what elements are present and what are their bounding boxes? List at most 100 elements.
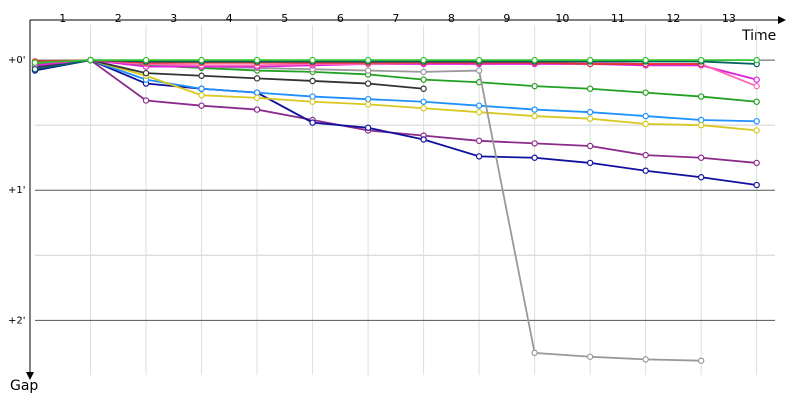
lap-label: 13 <box>722 12 736 25</box>
data-point <box>586 115 594 122</box>
data-point <box>531 154 538 161</box>
data-point <box>697 174 705 181</box>
lap-label: 8 <box>448 12 455 25</box>
data-point <box>198 72 205 79</box>
y-axis-label: Gap <box>10 378 38 394</box>
data-point <box>420 98 427 105</box>
lap-label: 2 <box>115 12 122 25</box>
data-point <box>309 93 316 100</box>
data-point <box>31 59 39 66</box>
data-point <box>531 112 538 120</box>
data-point <box>142 56 150 64</box>
data-point <box>586 353 594 360</box>
data-point <box>642 151 649 159</box>
data-point <box>475 56 483 64</box>
data-point <box>198 85 205 92</box>
data-point <box>586 142 594 150</box>
data-point <box>309 98 316 105</box>
lap-label: 5 <box>281 12 288 25</box>
data-point <box>642 167 649 174</box>
data-point <box>198 102 205 109</box>
data-point <box>420 56 427 64</box>
x-axis-label: Time <box>741 28 776 44</box>
series-line <box>34 59 424 90</box>
data-point <box>753 76 760 83</box>
series-line <box>34 59 757 71</box>
data-point <box>253 106 261 113</box>
data-point <box>531 82 538 90</box>
series-line <box>34 59 757 123</box>
lap-label: 1 <box>59 12 66 25</box>
lap-label: 11 <box>611 12 625 25</box>
data-point <box>198 56 205 64</box>
data-point <box>697 93 705 100</box>
data-point <box>697 56 705 64</box>
series-line <box>34 59 757 64</box>
data-point <box>142 97 150 104</box>
data-point <box>364 95 372 103</box>
data-point <box>142 69 150 77</box>
lap-label: 10 <box>555 12 569 25</box>
x-arrow <box>778 16 786 24</box>
data-point <box>642 56 649 64</box>
data-point <box>253 56 261 64</box>
data-point <box>420 68 427 76</box>
data-point <box>753 181 760 189</box>
y-tick-label: +2' <box>8 315 26 326</box>
data-point <box>309 56 316 64</box>
data-point <box>475 137 483 144</box>
data-point <box>642 112 649 120</box>
data-point <box>753 118 760 125</box>
data-point <box>531 349 538 357</box>
series-line <box>34 59 757 186</box>
data-point <box>364 56 372 64</box>
data-point <box>531 140 538 147</box>
data-point <box>753 127 760 134</box>
data-point <box>753 159 760 167</box>
data-point <box>753 56 760 64</box>
data-point <box>253 75 261 82</box>
lap-label: 3 <box>170 12 177 25</box>
data-point <box>475 108 483 116</box>
data-point <box>364 67 372 74</box>
data-point <box>531 106 538 113</box>
data-point <box>586 56 594 64</box>
data-point <box>642 89 649 96</box>
lap-label: 7 <box>392 12 399 25</box>
data-point <box>364 101 372 108</box>
data-point <box>753 82 760 90</box>
series-line <box>34 59 757 132</box>
data-point <box>642 120 649 128</box>
data-point <box>753 98 760 105</box>
data-point <box>642 356 649 363</box>
data-point <box>309 119 316 126</box>
data-point <box>697 357 705 364</box>
data-point <box>475 153 483 160</box>
data-point <box>420 85 427 92</box>
data-point <box>420 76 427 83</box>
data-point <box>420 105 427 112</box>
data-point <box>309 77 316 85</box>
lap-label: 6 <box>337 12 344 25</box>
data-point <box>31 66 39 73</box>
data-point <box>420 136 427 143</box>
lap-label: 12 <box>666 12 680 25</box>
data-point <box>586 159 594 167</box>
data-point <box>697 121 705 129</box>
data-point <box>475 102 483 109</box>
data-point <box>364 124 372 131</box>
lap-label: 9 <box>503 12 510 25</box>
y-tick-label: +1' <box>8 185 26 196</box>
data-point <box>253 89 261 96</box>
data-point <box>475 67 483 74</box>
data-point <box>364 80 372 87</box>
data-point <box>198 92 205 99</box>
y-tick-label: +0' <box>8 55 26 66</box>
data-point <box>253 94 261 102</box>
data-point <box>586 108 594 116</box>
data-point <box>87 56 94 64</box>
data-point <box>531 56 538 64</box>
data-point <box>697 154 705 161</box>
